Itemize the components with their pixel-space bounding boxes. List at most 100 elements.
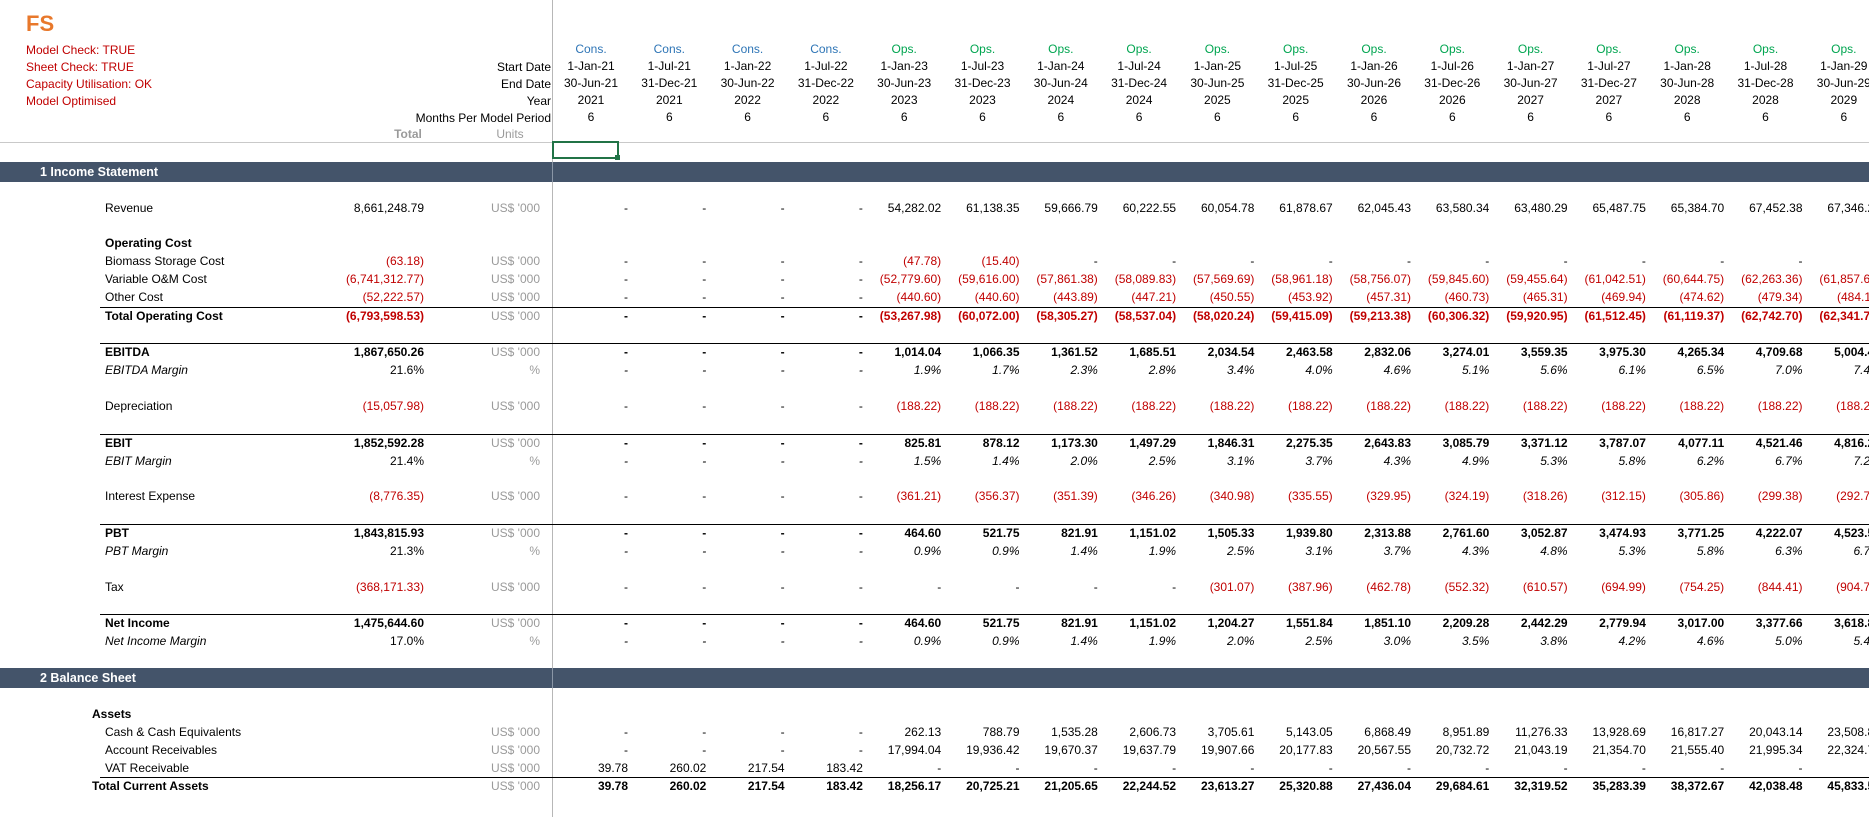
row-value-cell[interactable]: 183.42 <box>826 761 863 775</box>
row-value-cell[interactable]: - <box>1250 761 1255 775</box>
row-value-cell[interactable]: 1,066.35 <box>972 345 1020 359</box>
row-value-cell[interactable]: - <box>858 309 863 323</box>
row-value-cell[interactable]: 2,034.54 <box>1207 345 1255 359</box>
row-value-cell[interactable]: 6.5% <box>1696 363 1725 377</box>
row-value-cell[interactable]: (484.11) <box>1836 290 1869 304</box>
row-value-cell[interactable]: - <box>780 743 785 757</box>
row-value-cell[interactable]: - <box>1807 252 1869 270</box>
row-value-cell[interactable]: (62,263.36) <box>1741 272 1803 286</box>
row-value-cell[interactable]: 7.2% <box>1853 454 1869 468</box>
row-value-cell[interactable]: - <box>702 254 707 268</box>
row-value-cell[interactable]: 788.79 <box>982 725 1020 739</box>
row-value-cell[interactable]: (188.22) <box>1209 399 1255 413</box>
row-value-cell[interactable]: 16,817.27 <box>1670 725 1725 739</box>
row-value-cell[interactable]: (305.86) <box>1679 489 1725 503</box>
row-value-cell[interactable]: 6.3% <box>1775 544 1803 558</box>
row-value-cell[interactable]: (188.22) <box>1053 399 1098 413</box>
row-value-cell[interactable]: 5.8% <box>1618 454 1646 468</box>
row-value-cell[interactable]: (52,779.60) <box>879 272 942 286</box>
row-value-cell[interactable]: - <box>1172 580 1177 594</box>
row-value-cell[interactable]: 3,559.35 <box>1520 345 1568 359</box>
row-value-cell[interactable]: 3,377.66 <box>1755 616 1803 630</box>
row-value-cell[interactable]: - <box>780 544 785 558</box>
row-value-cell[interactable]: (59,616.00) <box>958 272 1020 286</box>
row-value-cell[interactable]: 1.4% <box>1070 544 1098 558</box>
row-value-cell[interactable]: - <box>858 454 863 468</box>
row-value-cell[interactable]: (361.21) <box>896 489 942 503</box>
row-value-cell[interactable]: - <box>1093 761 1098 775</box>
row-value-cell[interactable]: - <box>1093 580 1098 594</box>
row-total[interactable]: 17.0% <box>389 634 424 648</box>
row-value-cell[interactable]: 19,936.42 <box>966 743 1020 757</box>
row-value-cell[interactable]: - <box>702 616 707 630</box>
row-value-cell[interactable]: 19,670.37 <box>1044 743 1098 757</box>
row-value-cell[interactable]: (59,920.95) <box>1506 309 1568 323</box>
row-value-cell[interactable]: 5.0% <box>1775 634 1803 648</box>
row-value-cell[interactable]: - <box>858 634 863 648</box>
row-value-cell[interactable]: 61,138.35 <box>966 201 1020 215</box>
row-net-income[interactable]: Net Income 1,475,644.60 US$ '000 - - - - 464.60… <box>0 614 1869 632</box>
row-other-cost[interactable]: Other Cost (52,222.57) US$ '000 - - - - (440.60… <box>0 288 1869 306</box>
row-value-cell[interactable]: - <box>858 526 863 540</box>
row-value-cell[interactable]: 5,143.05 <box>1285 725 1333 739</box>
row-total[interactable]: 1,852,592.28 <box>353 436 424 450</box>
row-value-cell[interactable]: 3.7% <box>1383 544 1411 558</box>
row-value-cell[interactable]: - <box>702 544 707 558</box>
row-receivables[interactable]: Account Receivables US$ '000 - - - - 17,994.04… <box>0 741 1869 759</box>
row-value-cell[interactable]: - <box>1485 761 1490 775</box>
row-value-cell[interactable]: - <box>858 580 863 594</box>
fill-handle[interactable] <box>615 155 620 160</box>
row-total-operating-cost[interactable]: Total Operating Cost (6,793,598.53) US$ '0… <box>0 307 1869 325</box>
row-value-cell[interactable]: 4,077.11 <box>1678 436 1725 450</box>
row-value-cell[interactable]: (450.55) <box>1209 290 1255 304</box>
row-value-cell[interactable]: 4.3% <box>1461 544 1490 558</box>
row-value-cell[interactable]: 1,505.33 <box>1207 526 1255 540</box>
row-total[interactable]: (8,776.35) <box>369 489 424 503</box>
row-value-cell[interactable]: - <box>780 634 785 648</box>
row-value-cell[interactable]: 821.91 <box>1061 526 1098 540</box>
row-value-cell[interactable]: - <box>1015 761 1020 775</box>
row-vat[interactable]: VAT Receivable US$ '000 39.78 260.02 217.54 1… <box>0 759 1869 777</box>
row-pbt-margin[interactable]: PBT Margin 21.3%% - - - - 0.9% 0.9% 1.4% 1.9% 2.5%… <box>0 542 1869 560</box>
row-value-cell[interactable]: 29,684.61 <box>1435 779 1490 793</box>
row-value-cell[interactable]: 3,771.25 <box>1677 526 1725 540</box>
row-value-cell[interactable]: 60,054.78 <box>1201 201 1255 215</box>
row-value-cell[interactable]: - <box>702 399 707 413</box>
row-value-cell[interactable]: - <box>780 454 785 468</box>
row-value-cell[interactable]: (292.72) <box>1836 489 1869 503</box>
row-value-cell[interactable]: 3,052.87 <box>1520 526 1568 540</box>
row-value-cell[interactable]: (301.07) <box>1209 580 1255 594</box>
row-value-cell[interactable]: - <box>624 399 628 413</box>
row-value-cell[interactable]: 1,151.02 <box>1129 616 1177 630</box>
row-value-cell[interactable]: - <box>624 345 628 359</box>
row-value-cell[interactable]: 2.3% <box>1070 363 1098 377</box>
row-value-cell[interactable]: 42,038.48 <box>1749 779 1803 793</box>
row-value-cell[interactable]: 21,043.19 <box>1514 743 1568 757</box>
row-value-cell[interactable]: (340.98) <box>1209 489 1255 503</box>
row-value-cell[interactable]: (457.31) <box>1366 290 1411 304</box>
row-value-cell[interactable]: 2.5% <box>1148 454 1177 468</box>
row-value-cell[interactable]: 3,474.93 <box>1599 526 1646 540</box>
row-value-cell[interactable]: 2,606.73 <box>1129 725 1177 739</box>
row-value-cell[interactable]: (754.25) <box>1679 580 1725 594</box>
row-value-cell[interactable]: (188.22) <box>1131 399 1177 413</box>
row-value-cell[interactable]: - <box>780 526 785 540</box>
row-value-cell[interactable]: 19,907.66 <box>1201 743 1255 757</box>
row-value-cell[interactable]: (474.62) <box>1679 290 1725 304</box>
row-value-cell[interactable]: - <box>1720 254 1725 268</box>
row-value-cell[interactable]: (62,341.75) <box>1819 309 1869 323</box>
row-value-cell[interactable]: - <box>702 526 707 540</box>
row-total[interactable]: 21.6% <box>389 363 424 377</box>
row-value-cell[interactable]: 5.4% <box>1853 634 1869 648</box>
row-value-cell[interactable]: - <box>780 201 785 215</box>
row-value-cell[interactable]: 39.78 <box>597 779 628 793</box>
row-value-cell[interactable]: (440.60) <box>896 290 942 304</box>
row-net-income-margin[interactable]: Net Income Margin 17.0%% - - - - 0.9% 0.9% 1.4% 1… <box>0 632 1869 650</box>
row-value-cell[interactable]: 3,017.00 <box>1677 616 1725 630</box>
row-value-cell[interactable]: - <box>858 201 863 215</box>
row-operating-cost-header[interactable]: Operating Cost <box>0 234 1869 252</box>
row-value-cell[interactable]: - <box>702 489 707 503</box>
row-value-cell[interactable]: 2,463.58 <box>1285 345 1333 359</box>
row-value-cell[interactable]: 62,045.43 <box>1357 201 1411 215</box>
row-ebitda[interactable]: EBITDA 1,867,650.26 US$ '000 - - - - 1,014.04 1,… <box>0 343 1869 361</box>
